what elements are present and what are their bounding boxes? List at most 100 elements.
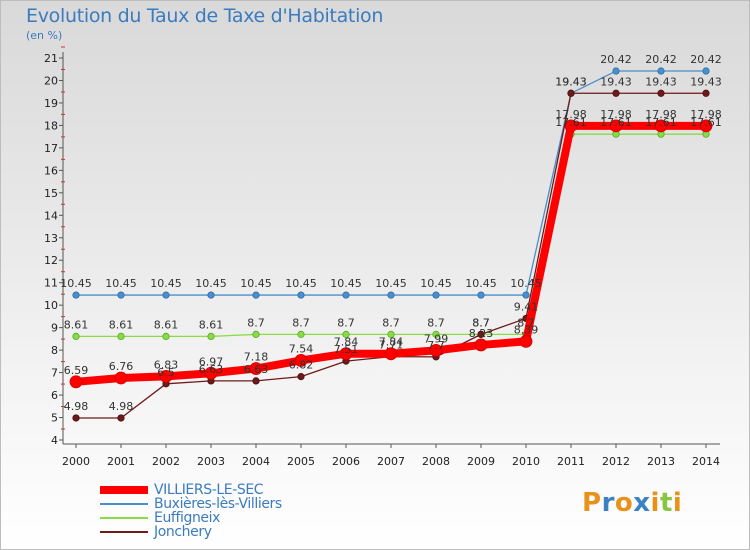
data-point [297, 330, 305, 338]
data-point [432, 291, 440, 299]
data-point [702, 67, 710, 75]
y-tick-label: 15 [44, 187, 58, 200]
y-tick-label: 14 [44, 209, 58, 222]
data-point [432, 330, 440, 338]
y-tick-label: 9 [51, 322, 58, 335]
data-label: 19.43 [555, 75, 587, 88]
legend-swatch [100, 531, 148, 533]
x-tick-label: 2010 [512, 455, 540, 468]
y-tick-label: 19 [44, 97, 58, 110]
data-label: 4.98 [64, 400, 89, 413]
data-label: 6.63 [244, 363, 269, 376]
y-tick-label: 21 [44, 52, 58, 65]
data-label: 7.51 [334, 343, 359, 356]
data-point [477, 291, 485, 299]
logo-letter: x [633, 488, 651, 518]
data-label: 7.99 [424, 332, 449, 345]
data-label: 10.45 [420, 277, 452, 290]
legend-swatch [100, 517, 148, 519]
data-label: 8.7 [337, 316, 355, 329]
x-tick-label: 2000 [62, 455, 90, 468]
data-point [117, 414, 125, 422]
y-tick-label: 17 [44, 142, 58, 155]
y-tick-label: 8 [51, 344, 58, 357]
legend: VILLIERS-LE-SEC Buxières-lès-Villiers Euff… [100, 482, 400, 540]
data-label: 10.45 [60, 277, 92, 290]
data-label: 19.43 [690, 75, 722, 88]
data-label: 17.98 [555, 108, 587, 121]
legend-swatch [100, 503, 148, 505]
x-tick-label: 2013 [647, 455, 675, 468]
data-point [519, 334, 533, 348]
data-label: 17.61 [600, 116, 632, 129]
data-label: 6.83 [154, 358, 179, 371]
data-point [429, 343, 443, 357]
x-tick-label: 2008 [422, 455, 450, 468]
data-label: 6.63 [199, 363, 224, 376]
x-tick-label: 2007 [377, 455, 405, 468]
logo-letter: i [672, 488, 683, 518]
data-point [207, 332, 215, 341]
data-point [384, 347, 398, 361]
data-label: 8.7 [247, 316, 265, 329]
data-label: 7.7 [427, 339, 445, 352]
legend-item: Jonchery [100, 524, 400, 540]
y-tick-label: 5 [51, 412, 58, 425]
data-point [252, 330, 260, 338]
legend-item: Buxières-lès-Villiers [100, 496, 400, 512]
x-tick-label: 2014 [692, 455, 720, 468]
data-label: 10.45 [330, 277, 362, 290]
data-label: 6.97 [199, 355, 224, 368]
data-point [387, 291, 395, 299]
data-label: 7.84 [334, 336, 359, 349]
logo-letter: P [582, 488, 602, 518]
y-tick-label: 10 [44, 299, 58, 312]
data-label: 9.41 [514, 300, 539, 313]
data-label: 17.61 [690, 116, 722, 129]
y-tick-label: 18 [44, 119, 58, 132]
data-label: 19.43 [645, 75, 677, 88]
data-point [612, 89, 620, 97]
data-label: 8.7 [472, 316, 490, 329]
y-tick-label: 16 [44, 164, 58, 177]
data-point [522, 291, 530, 299]
data-label: 8.7 [472, 316, 490, 329]
x-tick-label: 2006 [332, 455, 360, 468]
legend-label: Jonchery [154, 524, 212, 540]
data-label: 7.18 [244, 351, 269, 364]
data-label: 10.45 [150, 277, 182, 290]
logo-letter: t [659, 488, 673, 518]
data-label: 10.45 [240, 277, 272, 290]
x-tick-label: 2001 [107, 455, 135, 468]
logo-letter: o [614, 488, 634, 518]
series-line [76, 133, 706, 338]
unit-label: (en %) [26, 29, 63, 42]
y-tick-label: 4 [51, 434, 58, 447]
y-tick-label: 7 [51, 367, 58, 380]
data-label: 10.45 [375, 277, 407, 290]
data-label: 17.61 [645, 116, 677, 129]
data-point [339, 347, 353, 361]
data-label: 8.61 [199, 318, 224, 331]
data-point [699, 119, 713, 133]
data-point [474, 338, 488, 352]
data-point [162, 332, 170, 341]
series-line [76, 70, 706, 296]
data-point [342, 330, 350, 338]
data-point [204, 366, 218, 380]
data-label: 6.5 [157, 366, 175, 379]
data-point [654, 119, 668, 133]
data-label: 17.98 [690, 108, 722, 121]
data-point [162, 291, 170, 299]
data-label: 6.82 [289, 359, 314, 372]
data-point [567, 89, 575, 97]
data-point [702, 89, 710, 97]
data-label: 10.45 [465, 277, 497, 290]
data-point [342, 291, 350, 299]
data-label: 10.45 [285, 277, 317, 290]
data-label: 20.42 [600, 53, 632, 66]
data-label: 6.59 [64, 364, 89, 377]
data-point [657, 89, 665, 97]
